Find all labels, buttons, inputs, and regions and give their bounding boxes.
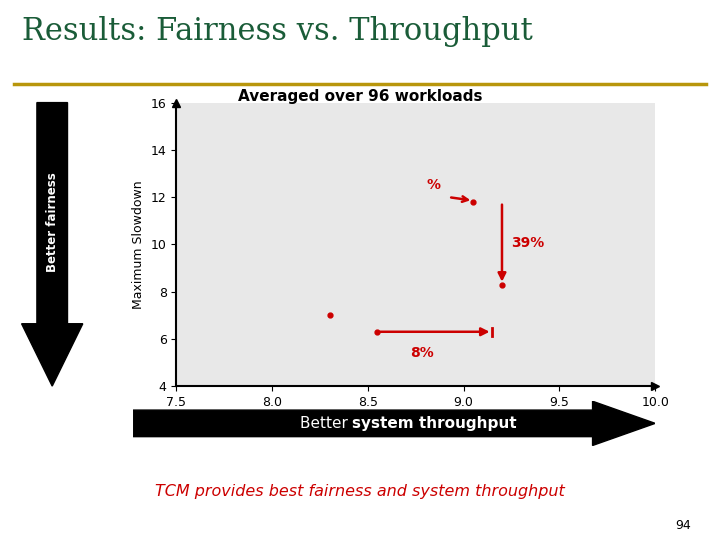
Y-axis label: Maximum Slowdown: Maximum Slowdown	[132, 180, 145, 309]
X-axis label: Weighted Speedup: Weighted Speedup	[350, 414, 482, 428]
Text: %: %	[427, 178, 441, 192]
Text: 8%: 8%	[410, 346, 433, 360]
Text: 39%: 39%	[512, 236, 545, 250]
Text: Better fairness: Better fairness	[45, 172, 59, 272]
Text: Better: Better	[300, 416, 352, 431]
Text: 94: 94	[675, 519, 691, 532]
Text: system throughput: system throughput	[352, 416, 517, 431]
Text: TCM provides best fairness and system throughput: TCM provides best fairness and system th…	[155, 484, 565, 499]
Polygon shape	[133, 401, 655, 445]
Text: Averaged over 96 workloads: Averaged over 96 workloads	[238, 89, 482, 104]
Polygon shape	[22, 103, 83, 386]
Text: Results: Fairness vs. Throughput: Results: Fairness vs. Throughput	[22, 16, 532, 47]
